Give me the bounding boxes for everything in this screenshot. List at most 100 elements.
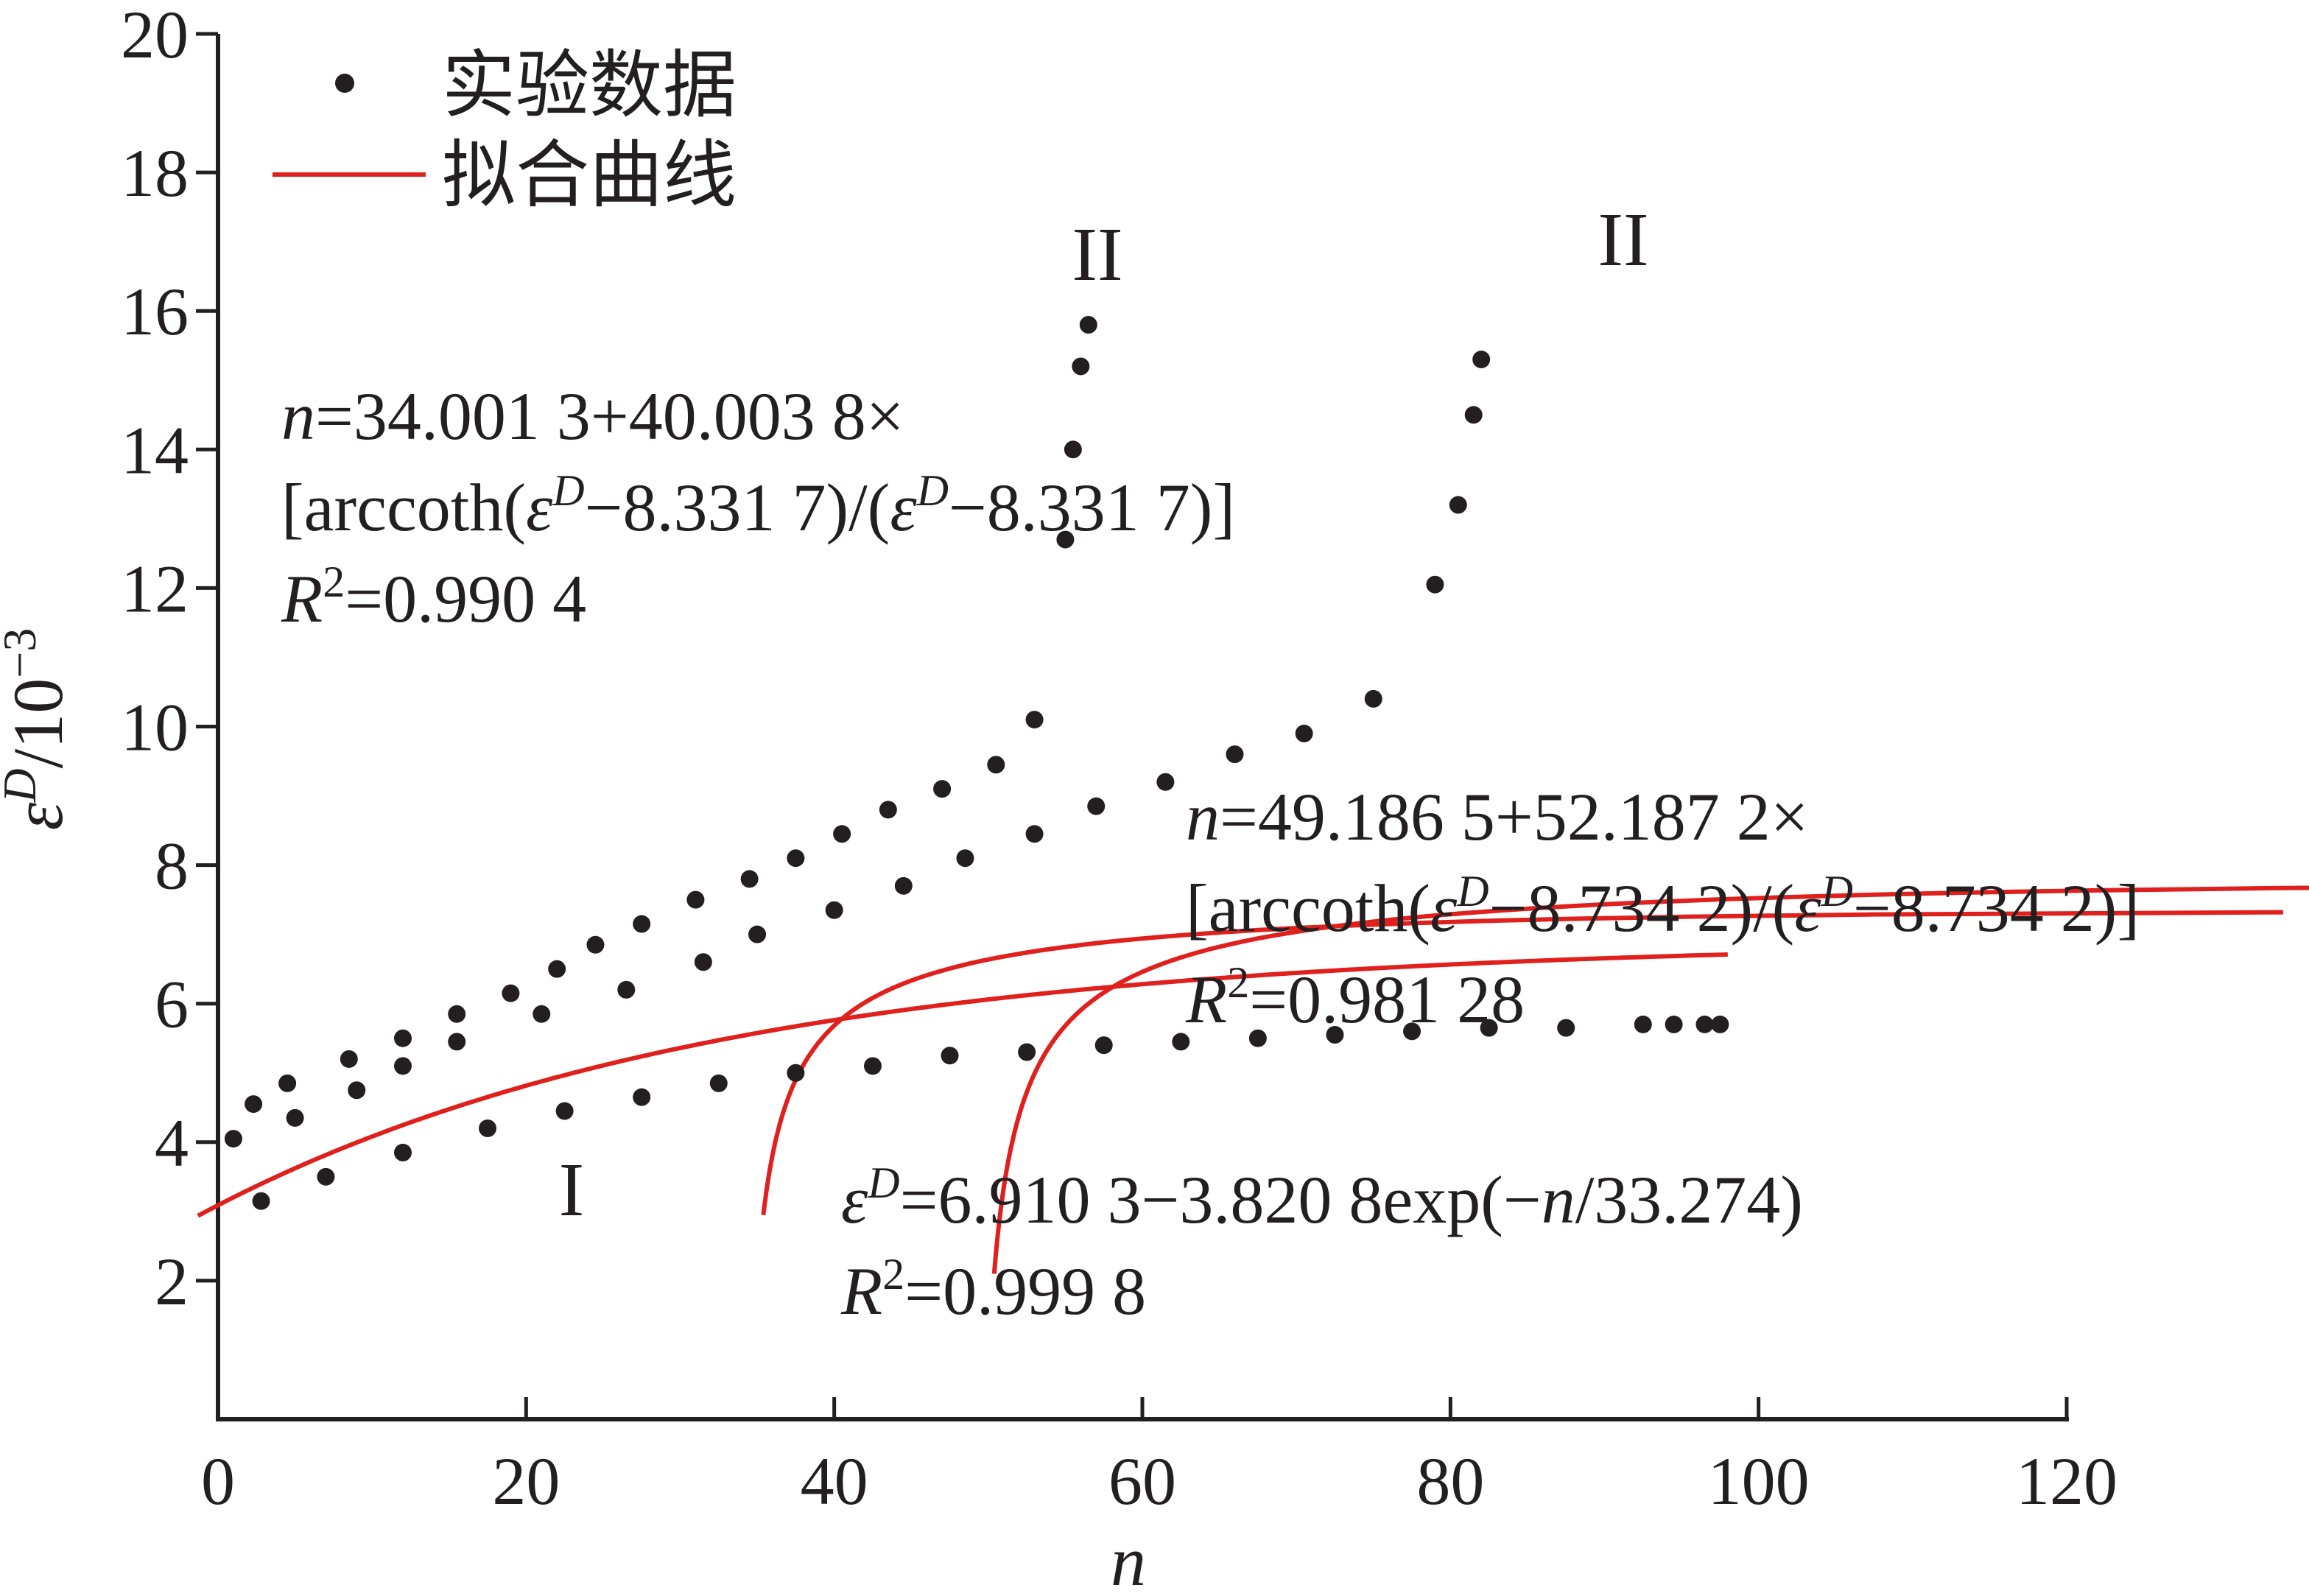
data-point-series-2: [694, 953, 712, 971]
equation-2-line-1: n=49.186 5+52.187 2×: [1186, 779, 1809, 854]
data-point-series-3: [555, 1102, 574, 1120]
data-point-series-3: [787, 1064, 805, 1082]
data-point-series-1: [787, 849, 805, 868]
data-point-series-3: [1248, 1029, 1267, 1047]
data-point-series-2: [1364, 689, 1382, 708]
y-tick-label: 2: [155, 1244, 189, 1319]
data-point-series-1: [686, 890, 705, 909]
data-point-series-2: [1472, 351, 1491, 369]
y-tick-label: 4: [155, 1105, 189, 1181]
data-point-series-1: [1072, 357, 1090, 376]
data-point-series-2: [1087, 797, 1106, 815]
x-axis-title: n: [1111, 1522, 1146, 1596]
data-point-series-2: [956, 849, 974, 868]
data-point-series-3: [1480, 1019, 1498, 1037]
data-point-series-2: [317, 1167, 335, 1186]
data-point-series-2: [1226, 745, 1244, 764]
y-tick-label: 10: [121, 690, 189, 765]
data-point-series-2: [1426, 575, 1444, 594]
x-tick-label: 20: [492, 1444, 560, 1519]
fit-curve-2: [991, 885, 2309, 1274]
data-point-series-1: [1079, 316, 1097, 334]
data-point-series-3: [941, 1047, 959, 1065]
data-point-series-1: [278, 1074, 297, 1092]
legend-fit-label: 拟合曲线: [442, 132, 737, 218]
data-point-series-1: [502, 984, 520, 1002]
fit-curves: [197, 885, 2309, 1274]
data-point-series-3: [1711, 1015, 1729, 1033]
data-point-series-3: [1665, 1015, 1683, 1033]
x-tick-label: 120: [2016, 1444, 2118, 1519]
data-point-series-1: [224, 1130, 242, 1148]
legend-data-label: 实验数据: [442, 42, 737, 128]
data-point-series-3: [633, 1088, 651, 1106]
data-point-series-1: [245, 1095, 263, 1114]
y-axis-title: εD/10−3: [0, 628, 77, 831]
equation-3-line-1: εD=6.910 3−3.820 8exp(−n/33.274): [841, 1159, 1803, 1237]
equation-1-line-2: [arccoth(εD−8.331 7)/(εD−8.331 7)]: [281, 466, 1235, 545]
data-point-series-1: [548, 960, 566, 978]
region-label-i: I: [559, 1147, 585, 1232]
data-point-series-3: [479, 1119, 497, 1137]
data-point-series-2: [348, 1081, 366, 1100]
x-ticks: 0 20 40 60 80 100 120: [201, 1397, 2118, 1519]
data-point-series-1: [1025, 711, 1044, 729]
data-point-series-3: [1557, 1019, 1575, 1037]
data-point-series-2: [825, 901, 843, 919]
equation-1: n=34.001 3+40.003 8× [arccoth(εD−8.331 7…: [281, 379, 1235, 636]
y-tick-label: 12: [121, 551, 189, 626]
data-point-series-2: [1464, 406, 1483, 424]
equation-2: n=49.186 5+52.187 2× [arccoth(εD−8.734 2…: [1185, 779, 2140, 1037]
data-point-series-2: [1295, 724, 1313, 742]
data-point-series-3: [1326, 1026, 1344, 1044]
data-point-series-1: [340, 1050, 358, 1068]
data-point-series-2: [448, 1033, 466, 1051]
data-point-series-3: [394, 1143, 412, 1161]
region-label-ii-left: II: [1072, 212, 1122, 297]
y-tick-label: 18: [121, 136, 189, 211]
region-label-ii-right: II: [1598, 197, 1648, 282]
data-point-series-2: [894, 876, 913, 895]
equation-3: εD=6.910 3−3.820 8exp(−n/33.274) R2=0.99…: [840, 1159, 1803, 1329]
equation-2-line-2: [arccoth(εD−8.734 2)/(εD−8.734 2)]: [1186, 867, 2140, 946]
data-point-series-1: [1056, 530, 1075, 549]
y-tick-label: 8: [155, 829, 189, 904]
x-tick-label: 0: [201, 1444, 235, 1519]
y-tick-label: 14: [121, 412, 189, 488]
equation-1-r2: R2=0.990 4: [281, 558, 586, 636]
x-tick-label: 60: [1108, 1444, 1176, 1519]
legend-point-marker: [335, 74, 354, 93]
y-tick-label: 20: [121, 0, 189, 72]
data-point-series-2: [617, 980, 636, 999]
data-point-series-1: [740, 870, 759, 888]
data-point-series-2: [533, 1005, 551, 1023]
data-point-series-1: [879, 801, 897, 819]
data-point-series-2: [748, 925, 767, 943]
data-point-series-3: [1403, 1022, 1421, 1041]
data-point-series-3: [1018, 1043, 1036, 1061]
data-point-series-2: [394, 1057, 412, 1075]
data-point-series-1: [987, 756, 1005, 774]
x-tick-label: 40: [801, 1444, 868, 1519]
data-point-series-3: [863, 1057, 882, 1075]
data-point-series-1: [1064, 440, 1082, 459]
fit-curve-3: [197, 952, 1728, 1218]
y-tick-label: 6: [155, 967, 189, 1042]
data-point-series-1: [394, 1029, 412, 1047]
y-tick-label: 16: [121, 274, 189, 349]
data-point-series-2: [1449, 496, 1467, 514]
x-tick-label: 100: [1708, 1444, 1810, 1519]
equation-1-line-1: n=34.001 3+40.003 8×: [281, 379, 904, 454]
data-point-series-3: [1695, 1015, 1714, 1033]
data-point-series-2: [1156, 773, 1175, 791]
y-ticks: 2 4 6 8 10 12 14 16 18 20: [121, 0, 218, 1319]
data-point-series-1: [633, 915, 651, 933]
equation-3-r2: R2=0.999 8: [840, 1250, 1146, 1329]
data-point-series-1: [448, 1005, 466, 1023]
data-point-series-1: [933, 780, 952, 798]
data-point-series-2: [1025, 825, 1044, 843]
legend: 实验数据 拟合曲线: [273, 42, 737, 218]
x-tick-label: 80: [1416, 1444, 1484, 1519]
data-point-series-3: [709, 1074, 728, 1092]
